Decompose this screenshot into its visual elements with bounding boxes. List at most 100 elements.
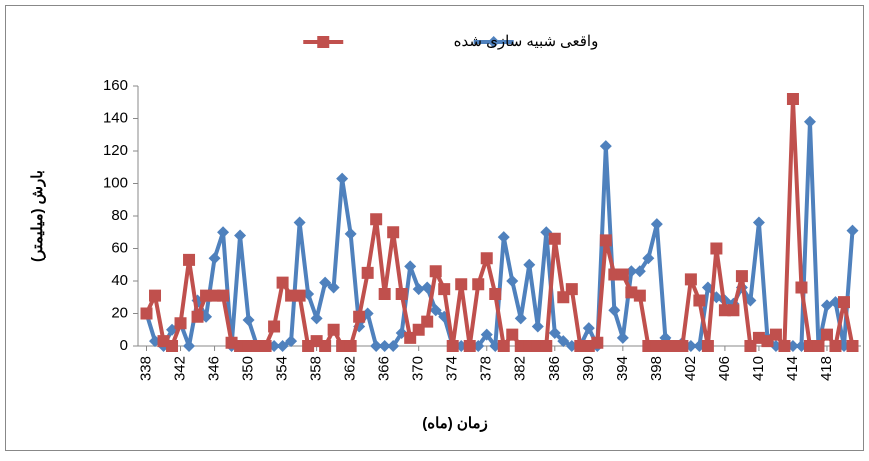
marker xyxy=(293,216,306,229)
y-tick-label: 40 xyxy=(111,272,128,289)
marker xyxy=(531,320,544,333)
marker xyxy=(208,252,221,265)
marker xyxy=(191,310,204,323)
marker xyxy=(803,115,816,128)
marker xyxy=(429,304,442,317)
marker xyxy=(778,340,791,352)
y-tick-label: 160 xyxy=(103,77,128,94)
marker xyxy=(548,232,561,245)
marker xyxy=(650,218,663,231)
marker xyxy=(370,213,383,226)
marker xyxy=(259,340,272,352)
x-tick-label: 362 xyxy=(342,356,359,381)
marker xyxy=(387,226,400,239)
marker xyxy=(523,258,536,271)
legend-label: شبیه سازی شده xyxy=(454,33,556,50)
x-tick-label: 390 xyxy=(580,356,597,381)
marker xyxy=(480,328,493,341)
marker xyxy=(506,328,519,341)
marker xyxy=(769,328,782,341)
x-tick-label: 338 xyxy=(137,356,154,381)
marker xyxy=(412,283,425,296)
marker xyxy=(591,336,604,349)
marker xyxy=(285,335,298,348)
marker xyxy=(557,335,570,348)
marker xyxy=(293,289,306,302)
y-tick-label: 100 xyxy=(103,174,128,191)
x-tick-label: 358 xyxy=(308,356,325,381)
marker xyxy=(633,289,646,302)
marker xyxy=(319,340,332,352)
marker xyxy=(310,312,323,325)
marker xyxy=(820,328,833,341)
marker xyxy=(472,278,485,291)
marker xyxy=(463,340,476,352)
marker xyxy=(701,340,714,352)
marker xyxy=(846,224,859,237)
marker xyxy=(489,288,502,300)
x-tick-label: 342 xyxy=(171,356,188,381)
marker xyxy=(404,260,417,273)
marker xyxy=(327,323,340,336)
x-tick-label: 346 xyxy=(206,356,223,381)
x-tick-label: 382 xyxy=(512,356,529,381)
marker xyxy=(166,340,179,352)
marker xyxy=(378,340,391,352)
marker xyxy=(837,296,850,309)
marker xyxy=(497,231,510,244)
y-axis-label: بارش (میلیمتر) xyxy=(29,170,46,262)
marker xyxy=(506,275,519,287)
x-tick-label: 402 xyxy=(682,356,699,381)
marker xyxy=(183,253,196,266)
marker xyxy=(480,252,493,265)
marker xyxy=(361,266,374,279)
x-tick-label: 394 xyxy=(614,356,631,381)
marker xyxy=(846,340,859,352)
x-tick-label: 414 xyxy=(784,356,801,381)
x-tick-label: 378 xyxy=(478,356,495,381)
marker xyxy=(642,252,655,265)
marker xyxy=(455,278,468,291)
marker xyxy=(276,340,289,352)
marker xyxy=(497,340,510,352)
marker xyxy=(319,276,332,289)
x-tick-label: 410 xyxy=(750,356,767,381)
marker xyxy=(710,242,723,255)
marker xyxy=(684,273,697,286)
marker xyxy=(829,340,842,352)
marker xyxy=(693,294,706,307)
marker xyxy=(149,289,162,302)
legend-marker xyxy=(487,36,500,48)
x-tick-label: 354 xyxy=(274,356,291,381)
marker xyxy=(565,283,578,296)
marker xyxy=(174,317,187,330)
marker xyxy=(616,331,629,344)
x-tick-label: 350 xyxy=(240,356,257,381)
x-tick-label: 374 xyxy=(444,356,461,381)
marker xyxy=(217,226,230,239)
marker xyxy=(446,340,459,352)
y-tick-label: 0 xyxy=(120,337,128,354)
marker xyxy=(616,268,629,281)
marker xyxy=(140,307,153,320)
marker xyxy=(421,315,434,328)
y-tick-label: 140 xyxy=(103,109,128,126)
marker xyxy=(327,281,340,294)
marker xyxy=(429,265,442,278)
legend-marker xyxy=(317,36,330,48)
marker xyxy=(812,340,825,352)
marker xyxy=(727,304,740,317)
x-tick-label: 366 xyxy=(376,356,393,381)
x-tick-label: 418 xyxy=(818,356,835,381)
marker xyxy=(599,140,612,153)
y-tick-label: 120 xyxy=(103,142,128,159)
marker xyxy=(370,340,383,352)
marker xyxy=(514,312,527,325)
marker xyxy=(608,304,621,317)
marker xyxy=(438,283,451,296)
marker xyxy=(268,320,281,333)
marker xyxy=(421,281,434,294)
marker xyxy=(786,93,799,105)
y-tick-label: 80 xyxy=(111,207,128,224)
marker xyxy=(251,340,264,352)
